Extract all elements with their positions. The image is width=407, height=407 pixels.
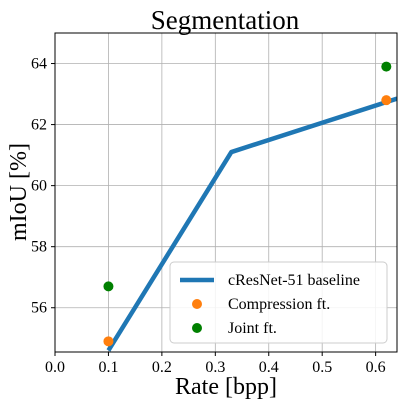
cresnet-51-baseline-line bbox=[106, 96, 397, 352]
x-tick-label: 0.2 bbox=[152, 359, 172, 376]
y-tick-label: 60 bbox=[31, 178, 47, 195]
legend-joint-ft-swatch bbox=[192, 323, 202, 333]
y-tick-label: 64 bbox=[31, 56, 47, 73]
y-axis-label: mIoU [%] bbox=[6, 143, 32, 241]
compression-ft-point bbox=[381, 95, 392, 106]
y-tick-label: 56 bbox=[31, 300, 47, 317]
legend-compression-ft-label: Compression ft. bbox=[228, 296, 330, 313]
legend-compression-ft-swatch bbox=[192, 299, 202, 309]
joint-ft-point bbox=[103, 281, 114, 292]
x-tick-label: 0.1 bbox=[98, 359, 118, 376]
x-tick-label: 0.3 bbox=[205, 359, 225, 376]
y-tick-label: 58 bbox=[31, 239, 47, 256]
x-tick-label: 0.0 bbox=[45, 359, 65, 376]
x-tick-label: 0.5 bbox=[312, 359, 332, 376]
compression-ft-point bbox=[103, 336, 114, 347]
joint-ft-point bbox=[381, 61, 392, 72]
x-axis-label: Rate [bpp] bbox=[175, 374, 277, 400]
legend-box bbox=[169, 261, 388, 344]
axis-ticks: 0.0 0.1 0.2 0.3 0.4 0.5 0.6 56 58 60 62 64 bbox=[31, 56, 386, 376]
x-tick-label: 0.6 bbox=[366, 359, 386, 376]
plot-frame bbox=[54, 32, 398, 353]
legend: cResNet-51 baseline Compression ft. Joint … bbox=[169, 261, 388, 344]
plot-area bbox=[103, 61, 397, 352]
legend-cresnet-51-baseline-label: cResNet-51 baseline bbox=[228, 272, 360, 289]
grid-lines bbox=[54, 33, 397, 352]
legend-joint-ft-label: Joint ft. bbox=[228, 320, 277, 337]
chart-title: Segmentation bbox=[151, 5, 300, 35]
x-tick-label: 0.4 bbox=[259, 359, 279, 376]
y-tick-label: 62 bbox=[31, 117, 47, 134]
